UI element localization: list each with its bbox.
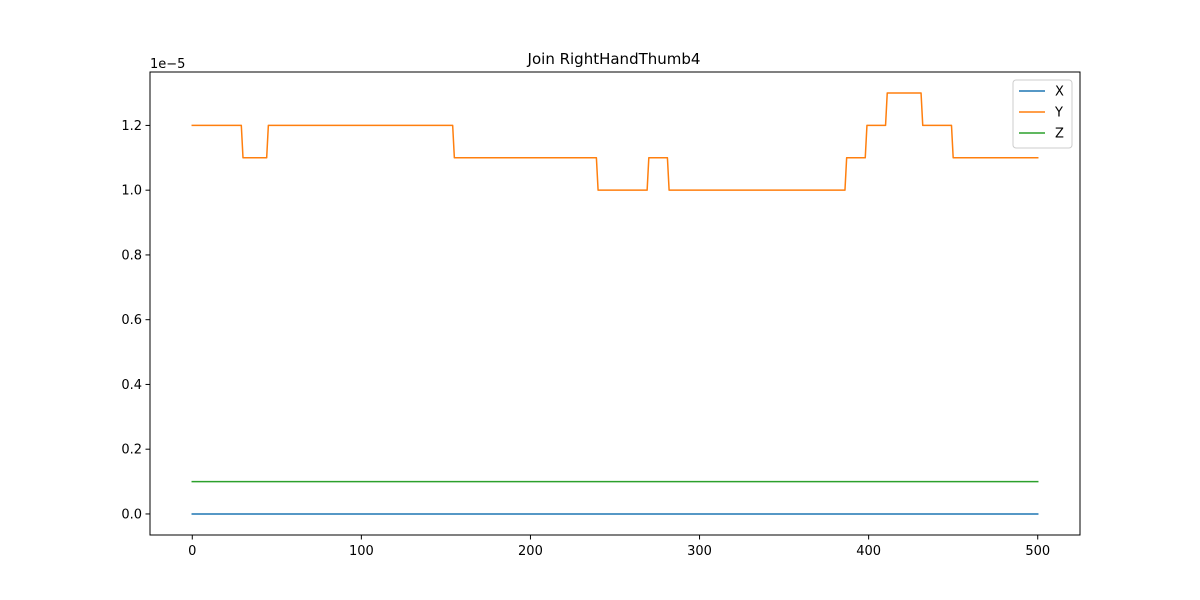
x-tick-label: 200: [518, 544, 543, 559]
y-tick-label: 0.2: [121, 443, 142, 458]
y-axis-offset-label: 1e−5: [150, 57, 185, 72]
x-tick-label: 500: [1025, 544, 1050, 559]
legend-box: [1012, 79, 1073, 149]
x-tick-label: 100: [349, 544, 374, 559]
y-tick-label: 0.8: [121, 248, 142, 263]
axes: 0 100 200 300 400 500 0.0 0.2 0.4 0.6 0.8 1.0 1.2: [121, 71, 1081, 559]
legend: XYZ: [1012, 79, 1073, 149]
series-line-y: [191, 92, 1039, 191]
y-tick-label: 1.2: [121, 119, 142, 134]
legend-label-z: Z: [1055, 127, 1064, 142]
legend-label-x: X: [1055, 85, 1064, 100]
x-tick-label: 400: [856, 544, 881, 559]
chart-title: Join RightHandThumb4: [527, 50, 701, 68]
axes-frame: [149, 71, 1081, 536]
x-tick-label: 300: [687, 544, 712, 559]
x-tick-label: 0: [188, 544, 196, 559]
legend-label-y: Y: [1054, 106, 1063, 121]
y-tick-label: 0.0: [121, 507, 142, 522]
y-tick-label: 1.0: [121, 184, 142, 199]
y-tick-label: 0.4: [121, 378, 142, 393]
y-tick-label: 0.6: [121, 313, 142, 328]
plot-area: [191, 92, 1039, 515]
